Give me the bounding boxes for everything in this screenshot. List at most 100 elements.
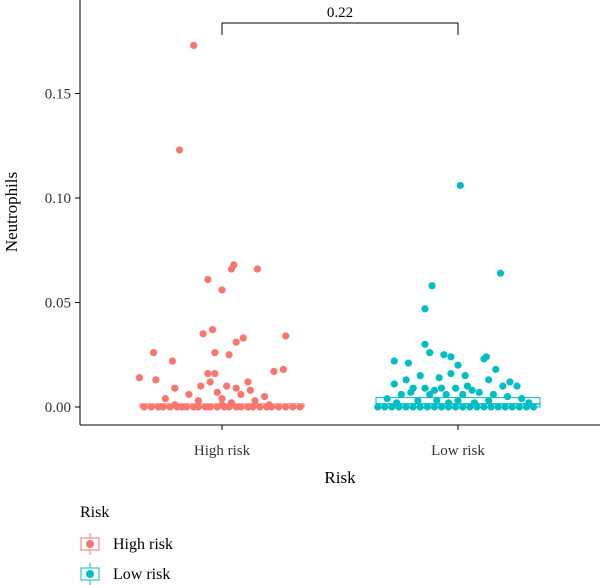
data-point <box>374 403 382 411</box>
data-point <box>197 382 205 390</box>
data-point <box>260 392 269 401</box>
data-point <box>430 403 438 411</box>
data-point <box>251 397 259 405</box>
data-point <box>397 390 405 399</box>
data-point <box>416 403 424 411</box>
data-point <box>440 351 448 359</box>
data-point <box>430 386 438 394</box>
data-point <box>447 353 455 361</box>
data-point <box>218 286 226 294</box>
data-point <box>390 380 398 388</box>
y-tick-label: 0.10 <box>45 191 71 207</box>
data-point <box>190 41 198 50</box>
data-point <box>244 378 252 386</box>
data-point <box>489 390 497 399</box>
data-point <box>199 330 207 338</box>
data-point <box>518 395 526 403</box>
data-point <box>494 403 502 411</box>
data-point <box>485 376 493 384</box>
data-point <box>194 403 202 411</box>
data-point <box>213 388 221 396</box>
data-point <box>388 403 396 411</box>
x-tick-label: High risk <box>194 443 251 459</box>
data-point <box>149 349 158 357</box>
data-point <box>206 403 214 411</box>
legend-key-dot <box>86 570 94 578</box>
data-point <box>461 372 469 380</box>
data-point <box>409 403 417 411</box>
data-point <box>211 349 219 357</box>
data-point <box>459 390 467 399</box>
data-point <box>426 349 434 357</box>
data-point <box>480 403 488 411</box>
data-point <box>232 338 240 346</box>
data-point <box>265 401 273 409</box>
data-point <box>225 403 233 411</box>
data-point <box>508 403 516 411</box>
legend-title: Risk <box>80 504 109 521</box>
data-point <box>171 401 179 409</box>
data-point <box>454 397 462 405</box>
data-point <box>282 332 290 340</box>
data-point <box>452 384 460 392</box>
data-point <box>296 403 304 411</box>
y-tick-label: 0.00 <box>45 400 71 416</box>
y-axis-title: Neutrophils <box>2 172 21 252</box>
data-point <box>404 359 413 367</box>
data-point <box>225 351 233 359</box>
data-point <box>407 388 415 396</box>
data-point <box>211 369 219 378</box>
data-point <box>147 403 155 411</box>
data-point <box>414 397 422 405</box>
data-point <box>223 382 231 390</box>
data-point <box>463 382 472 390</box>
series-low-risk <box>374 181 541 411</box>
legend-key-dot <box>86 540 94 548</box>
data-point <box>459 403 467 411</box>
data-point <box>515 403 523 411</box>
data-point <box>275 403 283 411</box>
data-point <box>208 326 217 334</box>
data-point <box>402 376 410 384</box>
data-point <box>416 372 424 380</box>
data-point <box>529 403 538 411</box>
data-point <box>492 365 500 373</box>
data-point <box>480 355 488 363</box>
data-point <box>185 390 193 399</box>
data-point <box>421 384 429 392</box>
data-point <box>423 403 431 411</box>
data-point <box>444 403 453 411</box>
data-point <box>159 403 167 411</box>
data-point <box>437 403 446 411</box>
data-point <box>246 386 254 394</box>
data-point <box>473 403 481 411</box>
data-point <box>256 403 264 411</box>
data-point <box>239 334 247 342</box>
data-point <box>135 374 143 382</box>
data-point <box>421 340 429 348</box>
data-point <box>218 395 226 403</box>
x-ticks: High risk Low risk <box>194 425 485 459</box>
data-point <box>513 382 521 390</box>
data-point <box>270 367 278 376</box>
p-value-label: 0.22 <box>327 5 353 21</box>
data-point <box>249 403 257 411</box>
data-point <box>402 403 410 411</box>
data-point <box>468 386 476 394</box>
data-point <box>426 390 434 399</box>
data-point <box>454 361 462 369</box>
data-point <box>383 395 391 403</box>
legend: Risk High risk Low risk <box>80 504 173 585</box>
data-point <box>183 403 191 411</box>
data-point <box>161 395 169 403</box>
data-point <box>279 365 287 373</box>
data-point <box>204 369 212 378</box>
data-point <box>475 388 483 396</box>
data-point <box>496 269 505 277</box>
data-point <box>456 181 464 190</box>
data-point <box>175 146 184 154</box>
legend-item-high-risk: High risk <box>80 533 173 555</box>
comparison-bracket: 0.22 <box>221 5 459 35</box>
data-point <box>232 384 240 392</box>
